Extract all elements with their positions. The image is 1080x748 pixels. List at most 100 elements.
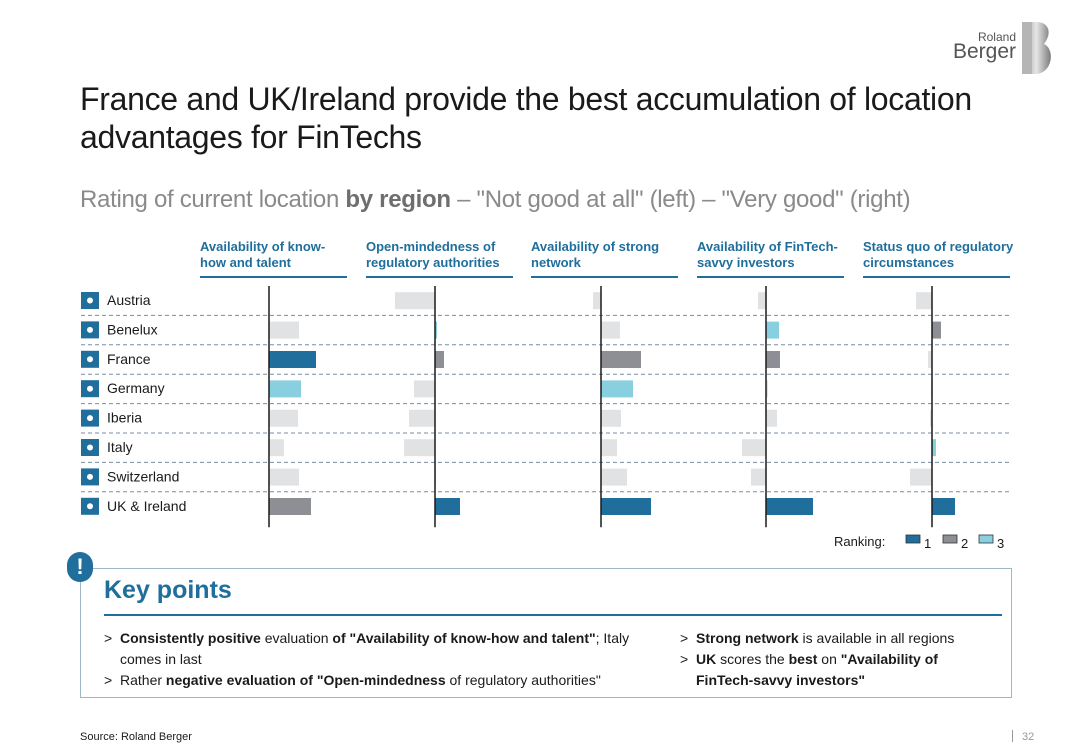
legend-item: 1 bbox=[924, 536, 931, 551]
row-label: Benelux bbox=[107, 321, 158, 337]
chart-bar bbox=[916, 292, 932, 310]
subtitle-suffix: – "Not good at all" (left) – "Very good"… bbox=[450, 186, 911, 213]
column-header: Open-mindedness of bbox=[366, 239, 496, 254]
column-header: Availability of strong bbox=[531, 239, 659, 254]
key-point-text: scores the bbox=[716, 651, 789, 667]
footer-source: Source: Roland Berger bbox=[80, 731, 192, 743]
chart-bar bbox=[593, 292, 601, 310]
key-point-text: ; Italy comes in last bbox=[120, 630, 630, 667]
logo-b-mark-icon bbox=[1022, 22, 1051, 74]
row-bullet-dot-icon bbox=[87, 415, 93, 422]
chart-bar bbox=[601, 409, 621, 427]
key-points-title: Key points bbox=[104, 576, 232, 604]
key-point-left-1: > Consistently positive evaluation of "Av… bbox=[104, 628, 660, 670]
chart-bar bbox=[766, 409, 777, 427]
exclamation-icon: ! bbox=[67, 552, 93, 582]
key-point-text: negative evaluation of "Open-mindedness bbox=[165, 672, 446, 688]
chart-bar bbox=[766, 380, 768, 398]
row-label: Austria bbox=[107, 292, 151, 308]
row-bullet-dot-icon bbox=[87, 473, 93, 480]
column-header: savvy investors bbox=[697, 255, 795, 270]
key-point-text: UK bbox=[696, 651, 717, 667]
key-point-right-2: > UK scores the best on "Availability of … bbox=[680, 649, 996, 691]
chart-bar bbox=[758, 292, 766, 310]
chart-bar bbox=[404, 439, 435, 457]
bullet-marker: > bbox=[680, 651, 689, 667]
row-label: Italy bbox=[107, 439, 133, 455]
chart-bar bbox=[414, 380, 435, 398]
key-points-divider bbox=[104, 614, 1002, 616]
chart-bar bbox=[928, 351, 932, 368]
chart-bar bbox=[766, 351, 780, 368]
subtitle-bold: by region bbox=[345, 186, 451, 213]
row-bullet-dot-icon bbox=[87, 503, 93, 510]
column-header: Availability of know- bbox=[200, 239, 325, 254]
roland-berger-logo: Roland Berger bbox=[944, 20, 1056, 76]
chart-bar bbox=[601, 468, 627, 486]
logo-text-berger: Berger bbox=[952, 40, 1016, 63]
chart-bar bbox=[269, 380, 301, 398]
column-header-underline bbox=[531, 276, 678, 278]
key-point-text: evaluation bbox=[260, 630, 333, 646]
column-header-underline bbox=[366, 276, 513, 278]
row-bullet-dot-icon bbox=[87, 356, 93, 363]
page-subtitle: Rating of current location by region – "… bbox=[80, 186, 911, 214]
key-point-text: Strong network bbox=[696, 630, 799, 646]
chart-bar bbox=[269, 498, 311, 515]
key-points-box bbox=[80, 568, 1012, 698]
key-point-text: "Availability of FinTech-savvy investors… bbox=[696, 651, 938, 688]
page-title: France and UK/Ireland provide the best a… bbox=[80, 81, 972, 155]
chart-bar bbox=[269, 439, 284, 457]
column-header: Status quo of regulatory bbox=[863, 239, 1014, 254]
chart-bar bbox=[766, 321, 779, 339]
column-header: regulatory authorities bbox=[366, 255, 500, 270]
chart-bar bbox=[435, 498, 460, 515]
chart-bar bbox=[601, 351, 641, 368]
chart-bar bbox=[932, 321, 941, 339]
legend-swatch bbox=[905, 534, 921, 544]
chart-bar bbox=[601, 380, 633, 398]
column-header-underline bbox=[200, 276, 347, 278]
chart-bar bbox=[409, 409, 435, 427]
key-point-text: Rather bbox=[120, 672, 166, 688]
logo-text-roland: Roland bbox=[977, 30, 1016, 44]
chart-bar bbox=[269, 351, 316, 368]
row-bullet-dot-icon bbox=[87, 326, 93, 333]
key-point-text: best bbox=[788, 651, 818, 667]
column-header: circumstances bbox=[863, 255, 954, 270]
column-header: how and talent bbox=[200, 255, 292, 270]
chart-bar bbox=[269, 468, 299, 486]
chart-bar bbox=[601, 498, 651, 515]
chart-bar bbox=[751, 468, 766, 486]
bullet-marker: > bbox=[104, 630, 113, 646]
legend-swatch bbox=[978, 534, 994, 544]
chart-bar bbox=[932, 498, 955, 515]
location-rating-chart: Availability of know-how and talent Open-… bbox=[81, 239, 1014, 551]
column-header: Availability of FinTech- bbox=[697, 239, 838, 254]
subtitle-prefix: Rating of current location bbox=[80, 186, 346, 213]
row-label: UK & Ireland bbox=[107, 498, 186, 514]
bullet-marker: > bbox=[680, 630, 689, 646]
row-bullet-dot-icon bbox=[87, 297, 93, 304]
key-point-right-1: > Strong network is available in all regi… bbox=[680, 628, 996, 649]
bullet-marker: > bbox=[104, 672, 113, 688]
column-header: network bbox=[531, 255, 582, 270]
page-number: 32 bbox=[1022, 731, 1035, 743]
chart-bar bbox=[930, 409, 932, 427]
legend-item: 2 bbox=[961, 536, 968, 551]
row-bullet-dot-icon bbox=[87, 385, 93, 392]
chart-bar bbox=[269, 321, 299, 339]
key-point-text: of "Availability of know-how and talent" bbox=[332, 630, 596, 646]
row-bullet-dot-icon bbox=[87, 444, 93, 451]
key-point-left-2: > Rather negative evaluation of "Open-min… bbox=[104, 670, 660, 691]
chart-bar bbox=[601, 321, 620, 339]
chart-bar bbox=[435, 351, 444, 368]
column-header-underline bbox=[863, 276, 1010, 278]
legend-item: 3 bbox=[997, 536, 1004, 551]
key-point-text: is available in all regions bbox=[798, 630, 955, 646]
key-point-text: on bbox=[817, 651, 841, 667]
footer-separator bbox=[1012, 730, 1013, 742]
chart-bar bbox=[601, 439, 617, 457]
column-header-underline bbox=[697, 276, 844, 278]
chart-bar bbox=[742, 439, 766, 457]
